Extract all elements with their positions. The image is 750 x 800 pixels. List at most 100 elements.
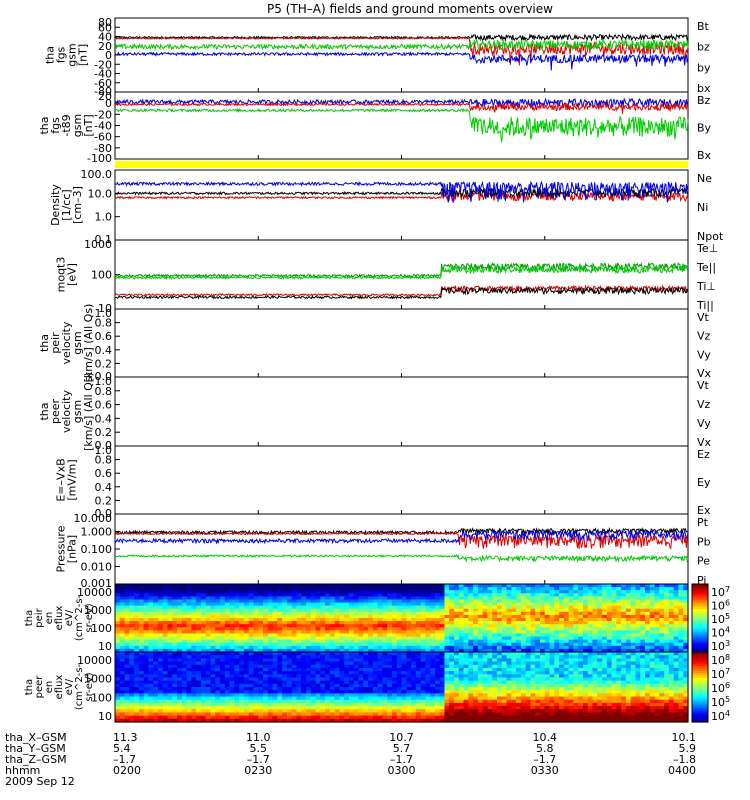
heatmap-cell <box>525 696 532 701</box>
heatmap-cell <box>115 661 121 666</box>
heatmap-cell <box>148 677 154 682</box>
heatmap-cell <box>148 658 154 663</box>
heatmap-cell <box>368 693 374 698</box>
heatmap-cell <box>301 690 307 694</box>
heatmap-cell <box>377 667 384 672</box>
heatmap-cell <box>253 693 259 698</box>
heatmap-cell <box>401 618 407 622</box>
heatmap-cell <box>186 608 193 613</box>
heatmap-cell <box>511 618 517 622</box>
heatmap-cell <box>616 593 622 597</box>
heatmap-cell <box>425 602 431 607</box>
heatmap-cell <box>253 671 259 675</box>
heatmap-cell <box>563 602 570 607</box>
heatmap-cell <box>277 587 283 591</box>
heatmap-cell <box>501 605 508 610</box>
heatmap-cell <box>430 652 436 656</box>
heatmap-cell <box>358 652 364 656</box>
heatmap-cell <box>267 671 274 675</box>
heatmap-cell <box>506 674 512 679</box>
heatmap-cell <box>339 627 345 631</box>
heatmap-cell <box>267 664 274 669</box>
heatmap-cell <box>310 624 317 628</box>
heatmap-cell <box>320 596 326 601</box>
heatmap-cell <box>296 658 302 663</box>
heatmap-cell <box>329 596 336 601</box>
heatmap-cell <box>172 630 178 635</box>
heatmap-cell <box>196 596 202 601</box>
y-tick-label: 0.2 <box>95 357 113 370</box>
heatmap-cell <box>664 602 670 607</box>
heatmap-cell <box>272 648 278 653</box>
heatmap-cell <box>425 630 431 635</box>
heatmap-cell <box>220 664 226 669</box>
heatmap-cell <box>468 693 474 698</box>
heatmap-cell <box>625 593 632 597</box>
heatmap-cell <box>621 596 627 601</box>
heatmap-cell <box>458 693 465 698</box>
heatmap-cell <box>420 671 426 675</box>
heatmap-cell <box>186 648 193 653</box>
y-tick-label: -60 <box>94 131 112 144</box>
heatmap-cell <box>200 621 207 625</box>
heatmap-cell <box>559 677 565 682</box>
heatmap-cell <box>645 590 651 594</box>
heatmap-cell <box>224 677 231 682</box>
heatmap-cell <box>306 645 312 650</box>
heatmap-cell <box>458 664 465 669</box>
heatmap-cell <box>506 614 512 619</box>
heatmap-cell <box>325 677 331 682</box>
heatmap-cell <box>473 636 479 641</box>
heatmap-cell <box>535 605 541 610</box>
heatmap-cell <box>401 587 407 591</box>
heatmap-cell <box>191 696 197 701</box>
heatmap-cell <box>616 639 622 644</box>
heatmap-cell <box>329 690 336 694</box>
heatmap-cell <box>559 618 565 622</box>
heatmap-cell <box>444 706 450 710</box>
heatmap-cell <box>645 642 651 647</box>
heatmap-cell <box>200 630 207 635</box>
heatmap-cell <box>315 648 321 653</box>
heatmap-cell <box>215 587 221 591</box>
heatmap-cell <box>363 687 369 691</box>
heatmap-cell <box>177 687 183 691</box>
heatmap-cell <box>425 667 431 672</box>
heatmap-cell <box>368 645 374 650</box>
heatmap-cell <box>239 680 245 685</box>
heatmap-cell <box>258 706 264 710</box>
heatmap-cell <box>143 645 150 650</box>
y-tick-label: 0.1 <box>95 233 113 246</box>
heatmap-cell <box>563 630 570 635</box>
heatmap-cell <box>463 602 469 607</box>
heatmap-cell <box>153 718 159 723</box>
heatmap-cell <box>253 593 259 597</box>
heatmap-cell <box>148 699 154 704</box>
heatmap-cell <box>277 687 283 691</box>
heatmap-cell <box>129 602 135 607</box>
heatmap-cell <box>334 624 341 628</box>
heatmap-cell <box>215 690 221 694</box>
heatmap-cell <box>157 702 164 707</box>
heatmap-cell <box>129 680 135 685</box>
heatmap-cell <box>263 645 269 650</box>
heatmap-cell <box>291 611 298 616</box>
heatmap-cell <box>220 584 226 588</box>
heatmap-cell <box>138 645 145 650</box>
heatmap-cell <box>291 702 298 707</box>
heatmap-cell <box>372 693 379 698</box>
heatmap-cell <box>243 661 250 666</box>
y-axis-label: peir <box>34 607 45 627</box>
heatmap-cell <box>191 674 197 679</box>
heatmap-cell <box>645 611 651 616</box>
heatmap-cell <box>124 639 130 644</box>
heatmap-cell <box>286 587 293 591</box>
heatmap-cell <box>625 645 632 650</box>
heatmap-cell <box>482 680 489 685</box>
colorbar-step <box>692 638 708 642</box>
heatmap-cell <box>181 599 188 604</box>
heatmap-cell <box>124 699 130 704</box>
heatmap-cell <box>411 680 417 685</box>
heatmap-cell <box>387 652 393 656</box>
heatmap-cell <box>224 587 231 591</box>
